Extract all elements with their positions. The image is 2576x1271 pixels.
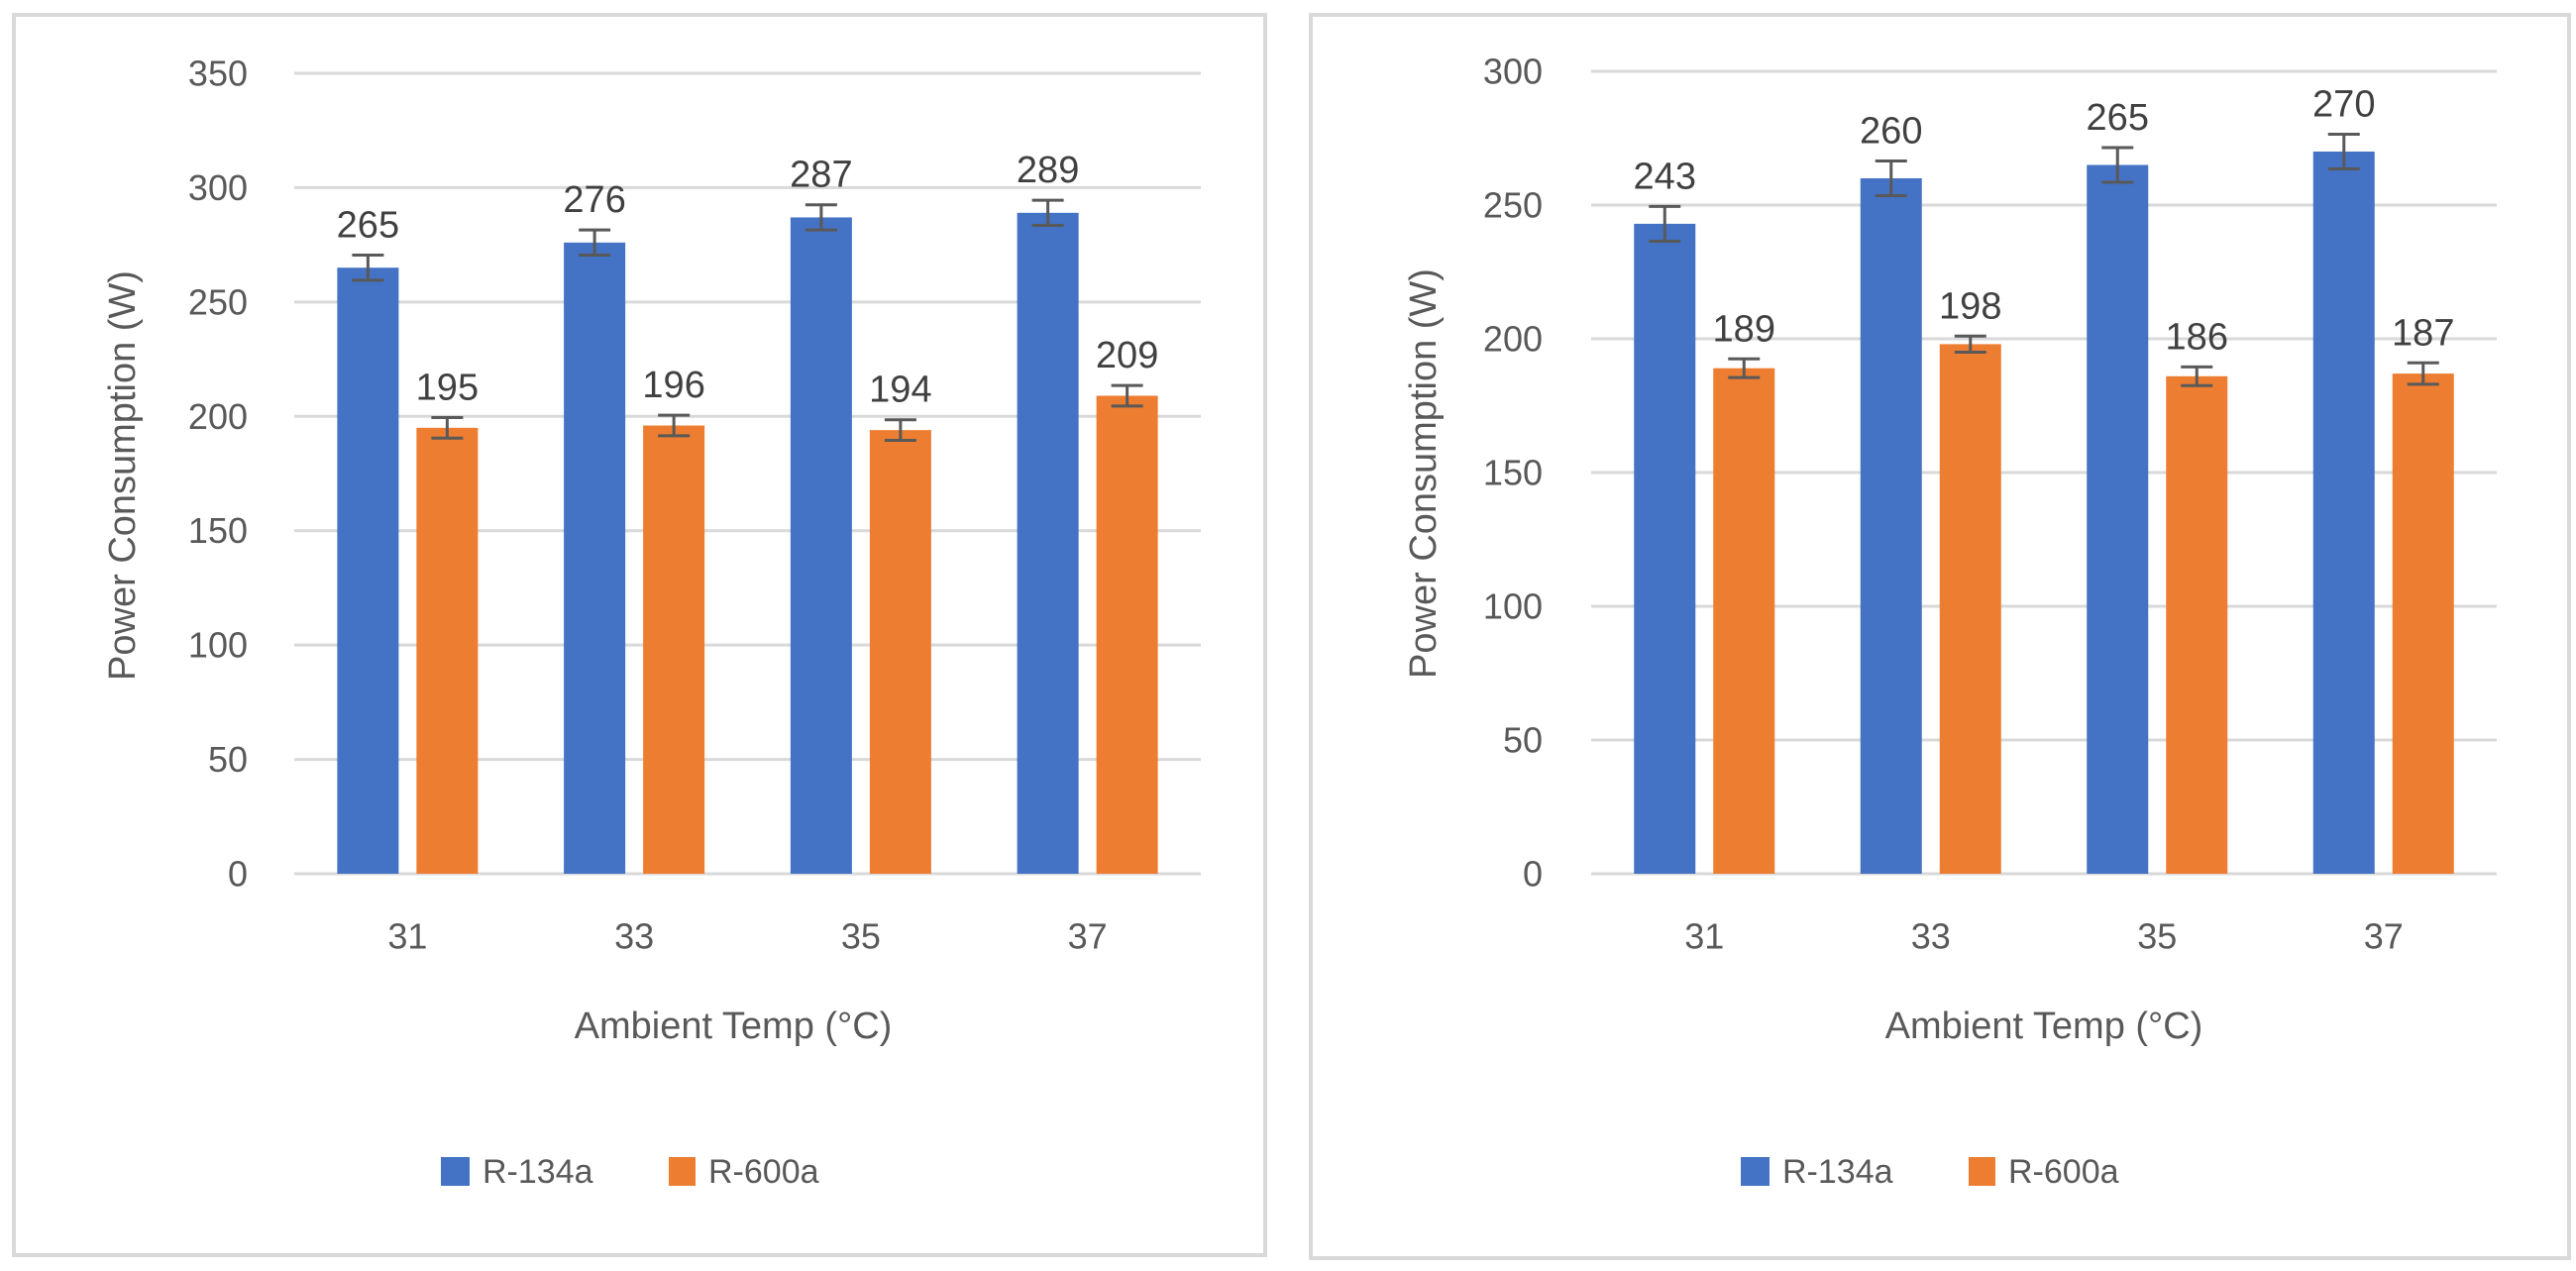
bar-r134a-31 xyxy=(337,267,399,874)
y-tick-label: 300 xyxy=(1483,52,1543,92)
bar-r600a-33 xyxy=(643,425,705,874)
error-bar xyxy=(2181,365,2213,387)
data-label: 194 xyxy=(869,370,931,411)
data-label: 196 xyxy=(642,365,704,406)
data-label: 243 xyxy=(1634,156,1696,197)
x-tick-label: 35 xyxy=(2137,916,2177,957)
legend-label-r600a: R-600a xyxy=(2008,1153,2119,1191)
error-bar xyxy=(805,203,837,232)
error-bar xyxy=(1031,198,1064,228)
y-tick-label: 0 xyxy=(228,854,248,895)
bar-r134a-37 xyxy=(1017,212,1079,874)
data-label: 265 xyxy=(337,205,399,247)
x-tick-label: 37 xyxy=(1068,916,1108,957)
bar-r600a-31 xyxy=(1713,368,1775,874)
data-label: 187 xyxy=(2392,312,2454,354)
legend-item-r600a[interactable]: R-600a xyxy=(1969,1153,2119,1191)
bar-r600a-37 xyxy=(1096,395,1158,874)
error-bar xyxy=(1111,383,1143,408)
data-label: 260 xyxy=(1860,110,1922,152)
chart-left: 0 50 100 150 200 250 300 350 265 195 276 196 287 194… xyxy=(12,13,1267,1257)
data-label: 289 xyxy=(1017,150,1079,191)
data-label: 265 xyxy=(2087,97,2149,139)
y-tick-label: 150 xyxy=(188,510,248,551)
legend-item-r134a[interactable]: R-134a xyxy=(1741,1153,1893,1191)
x-axis-title: Ambient Temp (°C) xyxy=(1885,1006,2203,1047)
error-bar xyxy=(884,418,916,443)
data-label: 209 xyxy=(1096,335,1158,376)
x-tick-label: 31 xyxy=(1684,916,1724,957)
error-bar xyxy=(1649,204,1681,243)
y-tick-label: 250 xyxy=(1483,185,1543,226)
legend: R-134a R-600a xyxy=(441,1153,819,1191)
error-bar xyxy=(579,228,611,258)
bar-r134a-35 xyxy=(790,217,852,874)
y-tick-label: 200 xyxy=(188,396,248,437)
legend-label-r134a: R-134a xyxy=(483,1153,593,1191)
legend: R-134a R-600a xyxy=(1741,1153,2119,1191)
y-tick-label: 350 xyxy=(188,53,248,94)
data-label: 195 xyxy=(416,367,479,408)
y-tick-label: 100 xyxy=(188,625,248,666)
bar-r600a-37 xyxy=(2392,373,2454,874)
legend-swatch-r600a xyxy=(669,1157,696,1186)
x-axis-title: Ambient Temp (°C) xyxy=(575,1006,893,1047)
bar-r600a-35 xyxy=(869,430,931,874)
legend-item-r600a[interactable]: R-600a xyxy=(669,1153,819,1191)
bar-r134a-35 xyxy=(2087,164,2149,874)
error-bar xyxy=(2327,132,2360,171)
y-axis-title: Power Consumption (W) xyxy=(1403,268,1445,679)
bar-r134a-33 xyxy=(1860,178,1922,874)
chart-right: 0 50 100 150 200 250 300 243 189 260 198 265 186 270… xyxy=(1309,13,2571,1260)
legend-label-r134a: R-134a xyxy=(1782,1153,1893,1191)
data-label: 186 xyxy=(2166,316,2228,358)
x-tick-label: 37 xyxy=(2364,916,2404,957)
y-tick-label: 250 xyxy=(188,281,248,322)
error-bar xyxy=(2101,146,2134,184)
error-bar xyxy=(352,254,384,282)
y-tick-label: 150 xyxy=(1483,453,1543,493)
y-tick-label: 200 xyxy=(1483,319,1543,360)
bar-r134a-37 xyxy=(2312,152,2375,874)
error-bar xyxy=(658,413,691,438)
data-label: 189 xyxy=(1713,308,1775,350)
legend-item-r134a[interactable]: R-134a xyxy=(441,1153,593,1191)
data-label: 198 xyxy=(1939,285,2001,327)
x-tick-label: 33 xyxy=(1911,916,1951,957)
error-bar xyxy=(431,415,464,440)
bar-r600a-35 xyxy=(2166,375,2228,874)
bar-r134a-31 xyxy=(1634,223,1696,874)
y-tick-label: 50 xyxy=(208,739,248,780)
y-tick-label: 50 xyxy=(1503,720,1543,761)
data-label: 270 xyxy=(2312,83,2375,125)
error-bar xyxy=(1728,357,1761,379)
data-label: 276 xyxy=(563,179,625,221)
y-tick-label: 300 xyxy=(188,167,248,208)
legend-swatch-r134a xyxy=(441,1157,470,1186)
legend-swatch-r600a xyxy=(1969,1157,1995,1186)
y-tick-label: 0 xyxy=(1523,854,1543,895)
bar-r600a-31 xyxy=(416,427,479,874)
error-bar xyxy=(2407,361,2439,386)
bar-r134a-33 xyxy=(564,242,626,874)
bar-r600a-33 xyxy=(1939,344,2001,874)
error-bar xyxy=(1875,159,1907,198)
x-tick-label: 35 xyxy=(841,916,881,957)
x-tick-label: 31 xyxy=(387,916,427,957)
y-axis-title: Power Consumption (W) xyxy=(102,270,144,681)
error-bar xyxy=(1954,334,1986,354)
legend-label-r600a: R-600a xyxy=(708,1153,819,1191)
x-tick-label: 33 xyxy=(614,916,654,957)
y-tick-label: 100 xyxy=(1483,586,1543,627)
legend-swatch-r134a xyxy=(1741,1157,1770,1186)
data-label: 287 xyxy=(790,155,852,196)
